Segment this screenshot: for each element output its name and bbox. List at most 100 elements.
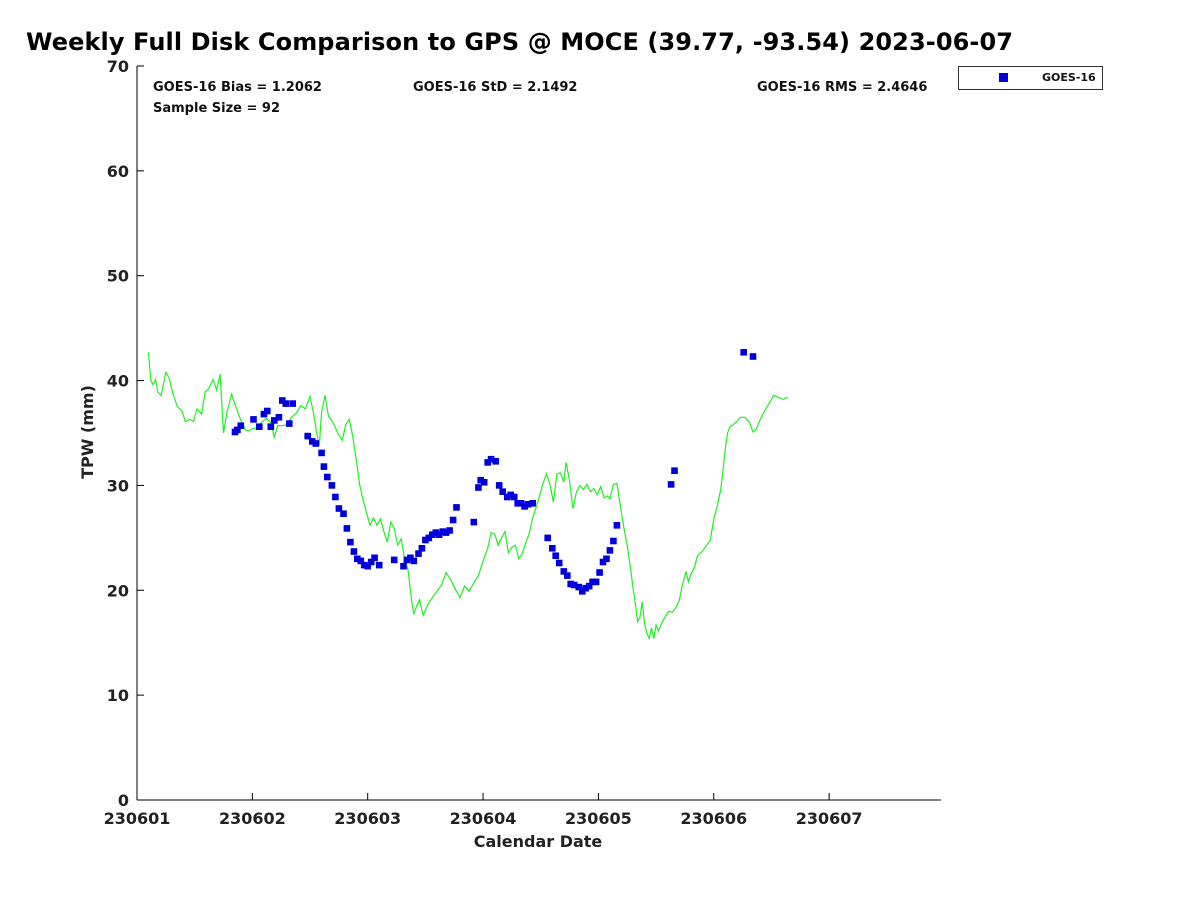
y-tick-label: 40 (107, 372, 129, 391)
goes-16-point (610, 537, 617, 545)
goes-16-point (599, 558, 607, 566)
goes-16-point (371, 554, 378, 562)
goes-16-point (529, 500, 536, 507)
goes-16-point (422, 536, 429, 544)
goes-16-point (289, 400, 296, 407)
goes-16-point (390, 556, 398, 564)
goes-16-point (499, 488, 506, 495)
goes-16-point (492, 458, 499, 465)
goes-16-point (524, 501, 532, 508)
goes-16-point (347, 538, 354, 546)
goes-16-point (749, 353, 757, 360)
legend-marker-icon (999, 73, 1008, 82)
bias-stat: GOES-16 Bias = 1.2062 (153, 80, 322, 95)
goes-16-point (567, 580, 574, 588)
goes-16-point (304, 432, 311, 440)
goes-16-point (234, 426, 241, 434)
goes-16-point (360, 561, 368, 569)
goes-16-point (256, 423, 263, 430)
goes-16-point (570, 581, 578, 589)
goes-16-point (592, 578, 600, 586)
goes-16-point (514, 500, 521, 507)
goes-16-point (582, 584, 589, 592)
goes-16-point (667, 481, 675, 488)
goes-16-point (286, 420, 293, 427)
goes-16-point (364, 562, 371, 570)
goes-16-point (312, 440, 320, 447)
goes-16-point (429, 531, 436, 538)
goes-16-point (549, 545, 556, 552)
goes-16-point (250, 416, 257, 423)
goes-16-point (407, 554, 414, 562)
goes-16-point (415, 550, 422, 557)
goes-16-point (475, 484, 482, 491)
gps-line (147, 352, 788, 641)
y-tick-label: 10 (107, 686, 129, 705)
x-tick-label: 230604 (450, 809, 517, 828)
goes-16-series (231, 349, 757, 595)
x-tick-label: 230606 (680, 809, 747, 828)
goes-16-point (589, 578, 596, 586)
goes-16-point (596, 569, 603, 576)
axes (136, 66, 941, 801)
y-tick-label: 70 (107, 57, 129, 76)
goes-16-point (606, 547, 614, 554)
goes-16-point (418, 545, 426, 552)
sample-size-stat: Sample Size = 92 (153, 101, 281, 116)
goes-16-point (603, 555, 610, 563)
goes-16-point (357, 557, 365, 565)
y-axis-label: TPW (mm) (78, 385, 97, 479)
goes-16-point (435, 531, 443, 538)
goes-16-point (507, 491, 514, 499)
goes-16-point (432, 529, 440, 536)
goes-16-point (328, 482, 336, 489)
goes-16-point (260, 410, 268, 418)
page-title: Weekly Full Disk Comparison to GPS @ MOC… (26, 28, 1014, 56)
goes-16-point (320, 463, 328, 470)
goes-16-point (504, 493, 511, 501)
legend-label: GOES-16 (1042, 71, 1096, 84)
goes-16-point (332, 493, 339, 501)
goes-16-point (517, 500, 525, 507)
goes-16-point (264, 407, 271, 415)
goes-16-point (552, 552, 559, 559)
goes-16-point (510, 493, 518, 501)
goes-16-point (282, 400, 290, 407)
goes-16-point (375, 561, 383, 569)
goes-16-point (555, 559, 563, 567)
y-tick-label: 0 (118, 791, 129, 810)
goes-16-point (544, 534, 551, 542)
y-tick-label: 60 (107, 162, 129, 181)
goes-16-point (446, 527, 453, 534)
goes-16-point (354, 555, 361, 563)
x-tick-label: 230603 (334, 809, 401, 828)
goes-16-point (318, 449, 325, 457)
rms-stat: GOES-16 RMS = 2.4646 (757, 80, 928, 95)
goes-16-point (271, 417, 278, 424)
goes-16-point (560, 568, 568, 575)
goes-16-point (335, 505, 343, 512)
goes-16-point (585, 582, 593, 590)
goes-16-point (425, 534, 433, 542)
goes-16-point (439, 528, 446, 535)
goes-16-point (740, 349, 747, 356)
goes-16-point (275, 414, 283, 421)
x-tick-label: 230601 (104, 809, 171, 828)
goes-16-point (671, 467, 678, 474)
goes-16-point (350, 548, 358, 555)
goes-16-point (340, 510, 347, 517)
std-stat: GOES-16 StD = 2.1492 (413, 80, 578, 95)
goes-16-point (495, 482, 503, 489)
goes-16-point (367, 558, 375, 566)
goes-16-point (267, 423, 275, 430)
goes-16-point (410, 557, 418, 565)
y-tick-label: 50 (107, 267, 129, 286)
goes-16-point (480, 479, 488, 486)
goes-16-point (400, 562, 407, 570)
goes-16-point (442, 529, 450, 536)
ticks: 0 10 20 30 40 50 60 70 230601 230602 230603 230604 2… (104, 57, 863, 828)
goes-16-point (470, 518, 478, 526)
goes-16-point (477, 476, 484, 484)
goes-16-point (575, 583, 583, 591)
